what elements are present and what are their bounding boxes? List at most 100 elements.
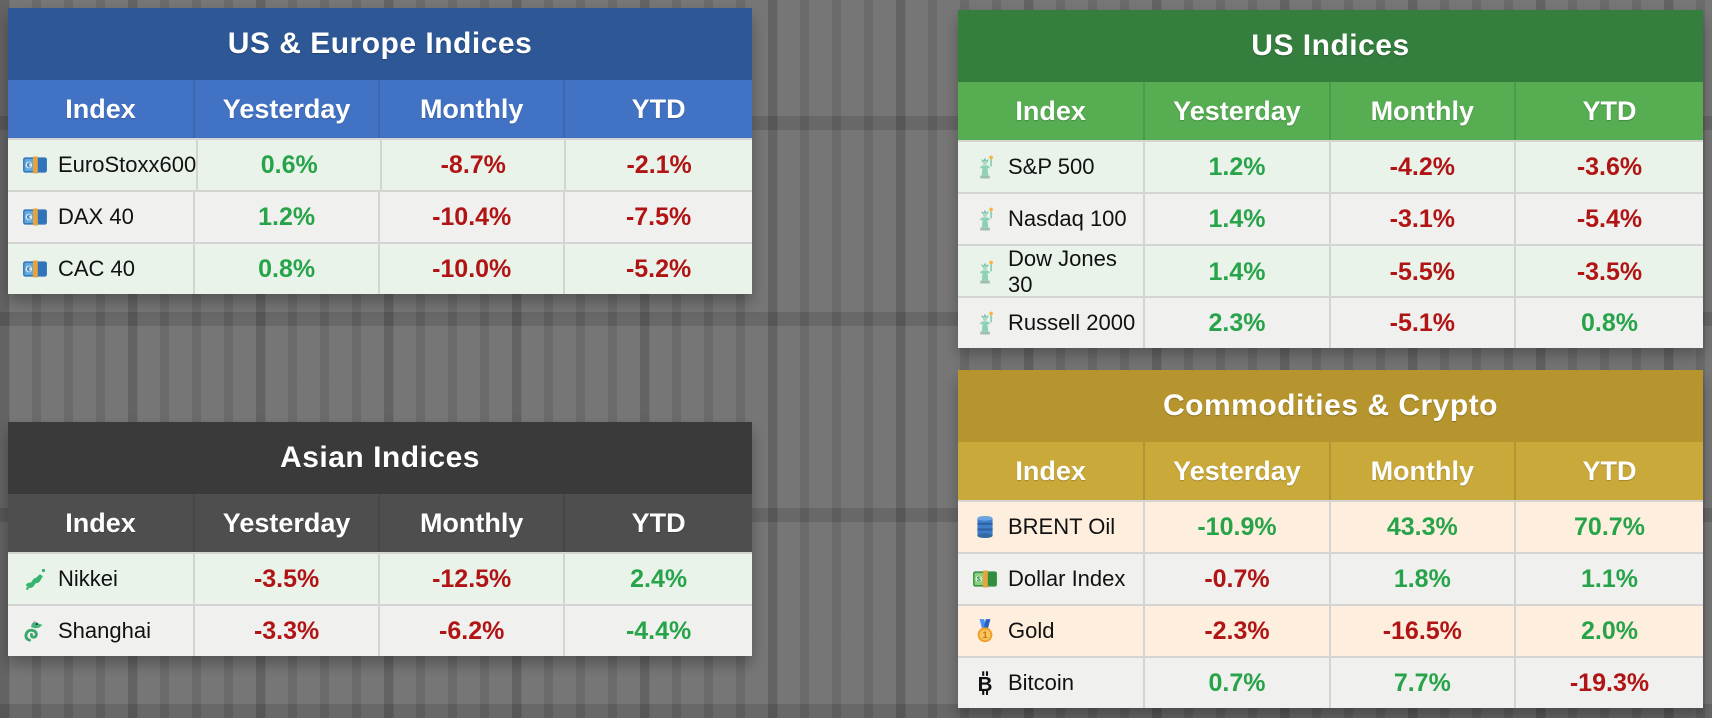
column-header-index: Index (65, 93, 136, 124)
column-header-ytd: YTD (563, 494, 752, 552)
value-yesterday: 0.7% (1143, 658, 1328, 708)
column-header-yesterday: Yesterday (1143, 442, 1328, 500)
oil-drum-icon (972, 514, 998, 540)
index-name: Gold (1008, 618, 1055, 643)
value-monthly: 7.7% (1328, 658, 1514, 708)
table-row: 1 Gold -2.3% -16.5% 2.0% (958, 604, 1703, 656)
index-name: Nikkei (58, 566, 118, 591)
column-header-ytd: YTD (563, 80, 752, 138)
table-row: Dow Jones 30 1.4% -5.5% -3.5% (958, 244, 1703, 298)
euro-banknote-icon: € (22, 152, 48, 178)
index-name: Bitcoin (1008, 670, 1075, 695)
table-row: € EuroStoxx600 0.6% -8.7% -2.1% (8, 138, 752, 190)
index-name: Nasdaq 100 (1008, 206, 1127, 231)
svg-text:€: € (27, 214, 31, 221)
table-commodities-crypto: Commodities & Crypto Index Yesterday Mon… (958, 370, 1703, 708)
table-us-indices: US Indices Index Yesterday Monthly YTD S… (958, 10, 1703, 348)
value-ytd: 2.0% (1513, 606, 1703, 656)
column-header-index: Index (65, 507, 136, 538)
value-ytd: -3.6% (1513, 142, 1703, 192)
value-monthly: -5.1% (1328, 298, 1514, 348)
table-header-row: Index Yesterday Monthly YTD (8, 494, 752, 552)
value-yesterday: -3.3% (193, 606, 378, 656)
table-row: Nikkei -3.5% -12.5% 2.4% (8, 552, 752, 604)
table-row: S&P 500 1.2% -4.2% -3.6% (958, 140, 1703, 192)
column-header-ytd: YTD (1513, 82, 1703, 140)
dragon-icon (22, 618, 48, 644)
value-yesterday: 2.3% (1143, 298, 1328, 348)
index-name: Dow Jones 30 (1008, 246, 1117, 297)
table-title: Commodities & Crypto (958, 370, 1703, 442)
column-header-yesterday: Yesterday (1143, 82, 1328, 140)
value-monthly: -3.1% (1328, 194, 1514, 244)
value-monthly: 43.3% (1328, 502, 1514, 552)
euro-banknote-icon: € (22, 256, 48, 282)
value-ytd: 2.4% (563, 554, 752, 604)
index-name: EuroStoxx600 (58, 152, 197, 177)
table-asian-indices: Asian Indices Index Yesterday Monthly YT… (8, 422, 752, 656)
statue-of-liberty-icon (972, 310, 998, 336)
index-name: Russell 2000 (1008, 310, 1136, 335)
index-name: Shanghai (58, 618, 151, 643)
table-header-row: Index Yesterday Monthly YTD (8, 80, 752, 138)
table-row: Shanghai -3.3% -6.2% -4.4% (8, 604, 752, 656)
table-us-europe-indices: US & Europe Indices Index Yesterday Mont… (8, 8, 752, 294)
table-row: $ Dollar Index -0.7% 1.8% 1.1% (958, 552, 1703, 604)
column-header-ytd: YTD (1513, 442, 1703, 500)
value-yesterday: -0.7% (1143, 554, 1328, 604)
statue-of-liberty-icon (972, 259, 998, 285)
column-header-index: Index (1015, 95, 1086, 126)
value-monthly: -10.4% (378, 192, 563, 242)
value-monthly: -4.2% (1328, 142, 1514, 192)
index-name: CAC 40 (58, 256, 136, 281)
svg-text:$: $ (977, 576, 981, 583)
column-header-monthly: Monthly (378, 80, 563, 138)
value-ytd: 1.1% (1513, 554, 1703, 604)
column-header-monthly: Monthly (1328, 82, 1514, 140)
statue-of-liberty-icon (972, 206, 998, 232)
column-header-index: Index (1015, 455, 1086, 486)
gold-medal-icon: 1 (972, 618, 998, 644)
table-title: Asian Indices (8, 422, 752, 494)
value-yesterday: 0.6% (196, 140, 380, 190)
table-title: US & Europe Indices (8, 8, 752, 80)
column-header-yesterday: Yesterday (193, 494, 378, 552)
index-name: DAX 40 (58, 204, 134, 229)
value-yesterday: -10.9% (1143, 502, 1328, 552)
value-yesterday: 0.8% (193, 244, 378, 294)
value-monthly: -8.7% (380, 140, 564, 190)
dollar-banknote-icon: $ (972, 566, 998, 592)
column-header-monthly: Monthly (1328, 442, 1514, 500)
bitcoin-icon: B (972, 670, 998, 696)
value-monthly: -10.0% (378, 244, 563, 294)
table-row: € CAC 40 0.8% -10.0% -5.2% (8, 242, 752, 294)
column-header-yesterday: Yesterday (193, 80, 378, 138)
svg-text:1: 1 (982, 630, 987, 640)
value-ytd: 0.8% (1513, 298, 1703, 348)
value-ytd: -4.4% (563, 606, 752, 656)
table-row: € DAX 40 1.2% -10.4% -7.5% (8, 190, 752, 242)
svg-text:€: € (27, 266, 31, 273)
index-name: BRENT Oil (1008, 514, 1116, 539)
column-header-monthly: Monthly (378, 494, 563, 552)
value-ytd: -5.4% (1513, 194, 1703, 244)
value-ytd: -3.5% (1513, 246, 1703, 298)
table-row: Russell 2000 2.3% -5.1% 0.8% (958, 296, 1703, 348)
statue-of-liberty-icon (972, 154, 998, 180)
value-ytd: -7.5% (563, 192, 752, 242)
value-ytd: -19.3% (1513, 658, 1703, 708)
value-monthly: 1.8% (1328, 554, 1514, 604)
value-yesterday: 1.2% (1143, 142, 1328, 192)
value-ytd: 70.7% (1513, 502, 1703, 552)
value-yesterday: 1.4% (1143, 194, 1328, 244)
table-header-row: Index Yesterday Monthly YTD (958, 442, 1703, 500)
value-monthly: -6.2% (378, 606, 563, 656)
value-monthly: -12.5% (378, 554, 563, 604)
table-row: BRENT Oil -10.9% 43.3% 70.7% (958, 500, 1703, 552)
svg-text:B: B (978, 673, 993, 696)
value-ytd: -2.1% (564, 140, 752, 190)
table-title: US Indices (958, 10, 1703, 82)
japan-map-icon (22, 566, 48, 592)
value-monthly: -5.5% (1328, 246, 1514, 298)
